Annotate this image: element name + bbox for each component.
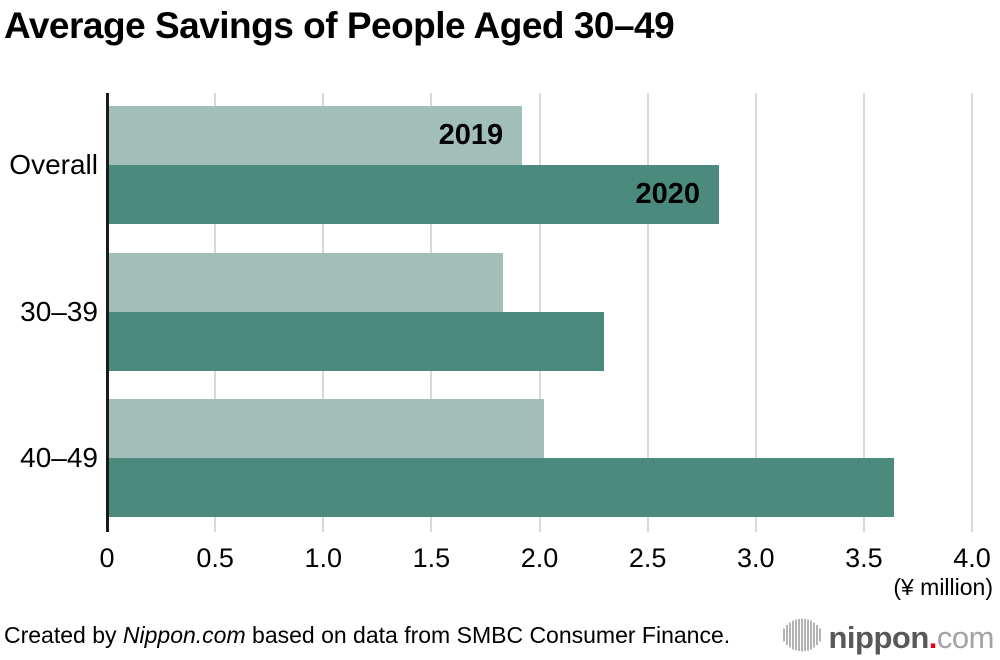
x-tick-2.5: 2.5 [628, 543, 667, 573]
x-tick-3.5: 3.5 [845, 543, 883, 573]
gridline-2.5 [646, 93, 649, 532]
series-label-2020: 2020 [635, 178, 700, 210]
credit-suffix: based on data from SMBC Consumer Finance… [245, 622, 731, 648]
logo-brand: nippon [828, 619, 930, 655]
bar-2020-30-39 [107, 312, 605, 371]
x-tick-0.5: 0.5 [196, 543, 234, 573]
nippon-logo-soundwave-icon [782, 616, 822, 659]
footer: Created by Nippon.com based on data from… [0, 614, 1000, 660]
series-label-2019: 2019 [438, 119, 504, 151]
bar-2019-overall: 2019 [107, 106, 523, 165]
bar-2019-30-39 [107, 253, 503, 312]
gridline-3.0 [754, 93, 757, 532]
x-tick-4.0: 4.0 [953, 543, 991, 573]
x-axis-unit-label: (¥ million) [893, 574, 993, 600]
bar-chart: Overall 2019 2020 30–39 40–49 [9, 93, 977, 532]
y-axis-line [106, 93, 109, 532]
page-title: Average Savings of People Aged 30–49 [4, 5, 675, 46]
x-tick-3.0: 3.0 [736, 543, 775, 573]
bar-2020-overall: 2020 [107, 165, 719, 224]
credit-prefix: Created by [4, 622, 123, 648]
logo-tld: com [936, 619, 995, 655]
gridline-4.0 [971, 93, 973, 532]
x-tick-0: 0 [99, 543, 115, 573]
x-tick-1.0: 1.0 [304, 543, 343, 573]
category-label-2: 30–39 [20, 296, 98, 327]
logo-dot: . [928, 619, 938, 655]
x-tick-1.5: 1.5 [412, 543, 451, 573]
nippon-logo-text: nippon.com [829, 620, 995, 656]
category-label-3: 40–49 [20, 442, 98, 473]
bar-2019-40-49 [107, 399, 544, 458]
gridline-3.5 [862, 93, 865, 532]
bar-2020-40-49 [107, 458, 895, 517]
credit-source: Nippon.com [122, 622, 246, 648]
nippon-logo: nippon.com [782, 616, 995, 659]
credit-line: Created by Nippon.com based on data from… [4, 622, 730, 649]
category-label-1: Overall [9, 149, 98, 180]
x-tick-2.0: 2.0 [520, 543, 559, 573]
